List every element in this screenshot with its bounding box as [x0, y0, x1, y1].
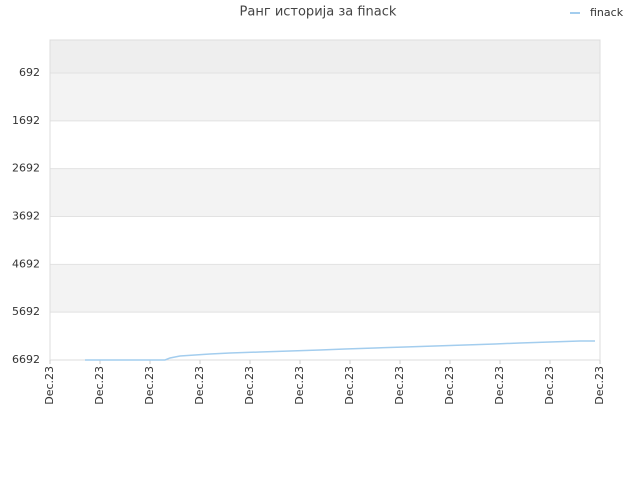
plot-band [50, 216, 600, 265]
x-tick-label: Dec.23 [193, 366, 206, 405]
x-tick-label: Dec.23 [143, 366, 156, 405]
x-tick-label: Dec.23 [593, 366, 606, 405]
plot-band [50, 312, 600, 360]
x-tick-label: Dec.23 [343, 366, 356, 405]
plot-band [50, 168, 600, 217]
y-tick-label: 3692 [12, 210, 40, 223]
x-tick-label: Dec.23 [493, 366, 506, 405]
chart-title: Ранг историја за finack [240, 5, 397, 20]
plot-band [50, 120, 600, 169]
plot-band [50, 40, 600, 74]
x-tick-label: Dec.23 [393, 366, 406, 405]
y-tick-label: 692 [19, 66, 40, 79]
plot-border [49, 39, 601, 361]
y-tick-label: 6692 [12, 353, 40, 366]
y-tick-label: 2692 [12, 162, 40, 175]
y-tick-label: 5692 [12, 305, 40, 318]
x-tick-label: Dec.23 [43, 366, 56, 405]
plot-band [50, 73, 600, 121]
y-tick-label: 4692 [12, 257, 40, 270]
y-tick-label: 1692 [12, 114, 40, 127]
plot-band [50, 264, 600, 313]
x-tick-label: Dec.23 [93, 366, 106, 405]
x-tick-label: Dec.23 [293, 366, 306, 405]
x-tick-label: Dec.23 [443, 366, 456, 405]
line-series [85, 340, 595, 361]
x-tick-label: Dec.23 [543, 366, 556, 405]
x-tick-label: Dec.23 [243, 366, 256, 405]
legend-label: finack [590, 6, 624, 19]
